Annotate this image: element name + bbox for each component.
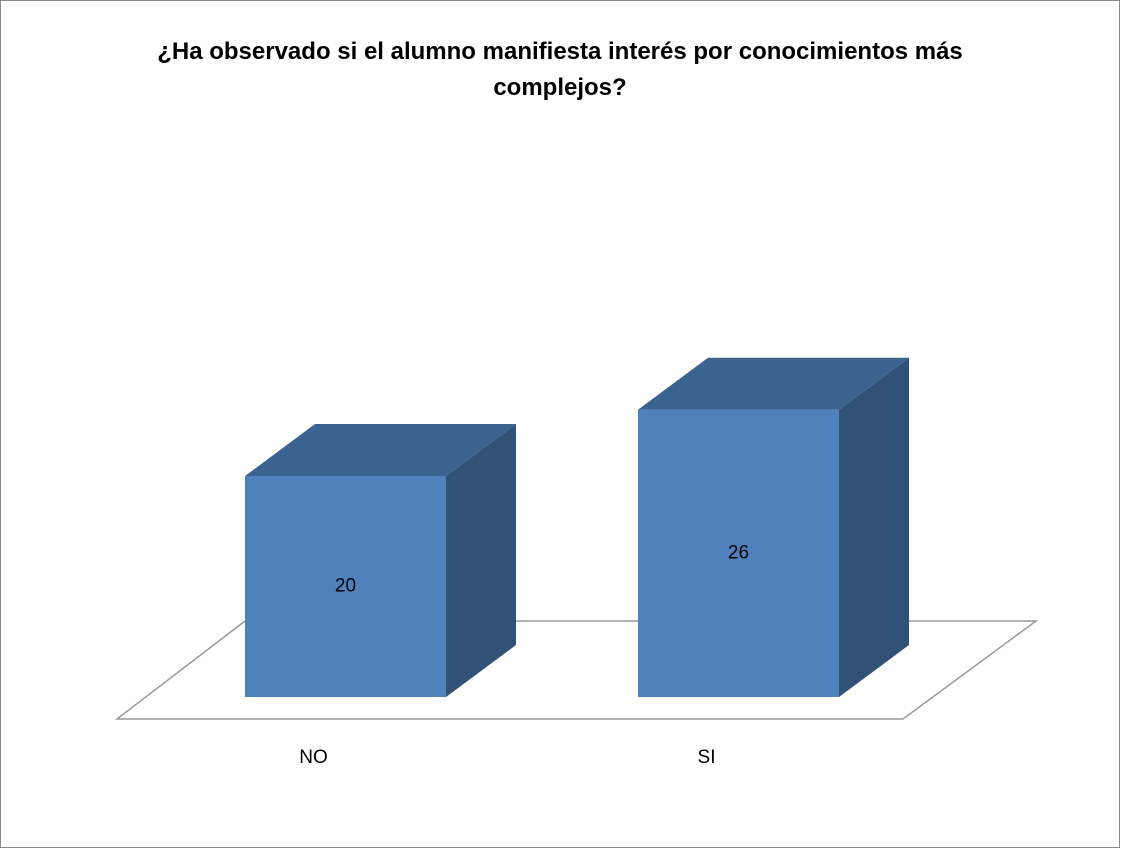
x-tick-label: NO	[299, 747, 328, 768]
bar	[638, 409, 839, 697]
floor	[114, 620, 1039, 720]
bar-side	[446, 424, 516, 697]
data-label: 26	[728, 542, 749, 563]
bar	[245, 476, 446, 697]
bar-side	[839, 357, 909, 697]
bar-top	[245, 424, 516, 476]
bar-top	[638, 357, 909, 410]
x-tick-label: SI	[698, 747, 716, 768]
data-label: 20	[335, 576, 356, 597]
chart-title: ¿Ha observado si el alumno manifiesta in…	[157, 38, 963, 101]
